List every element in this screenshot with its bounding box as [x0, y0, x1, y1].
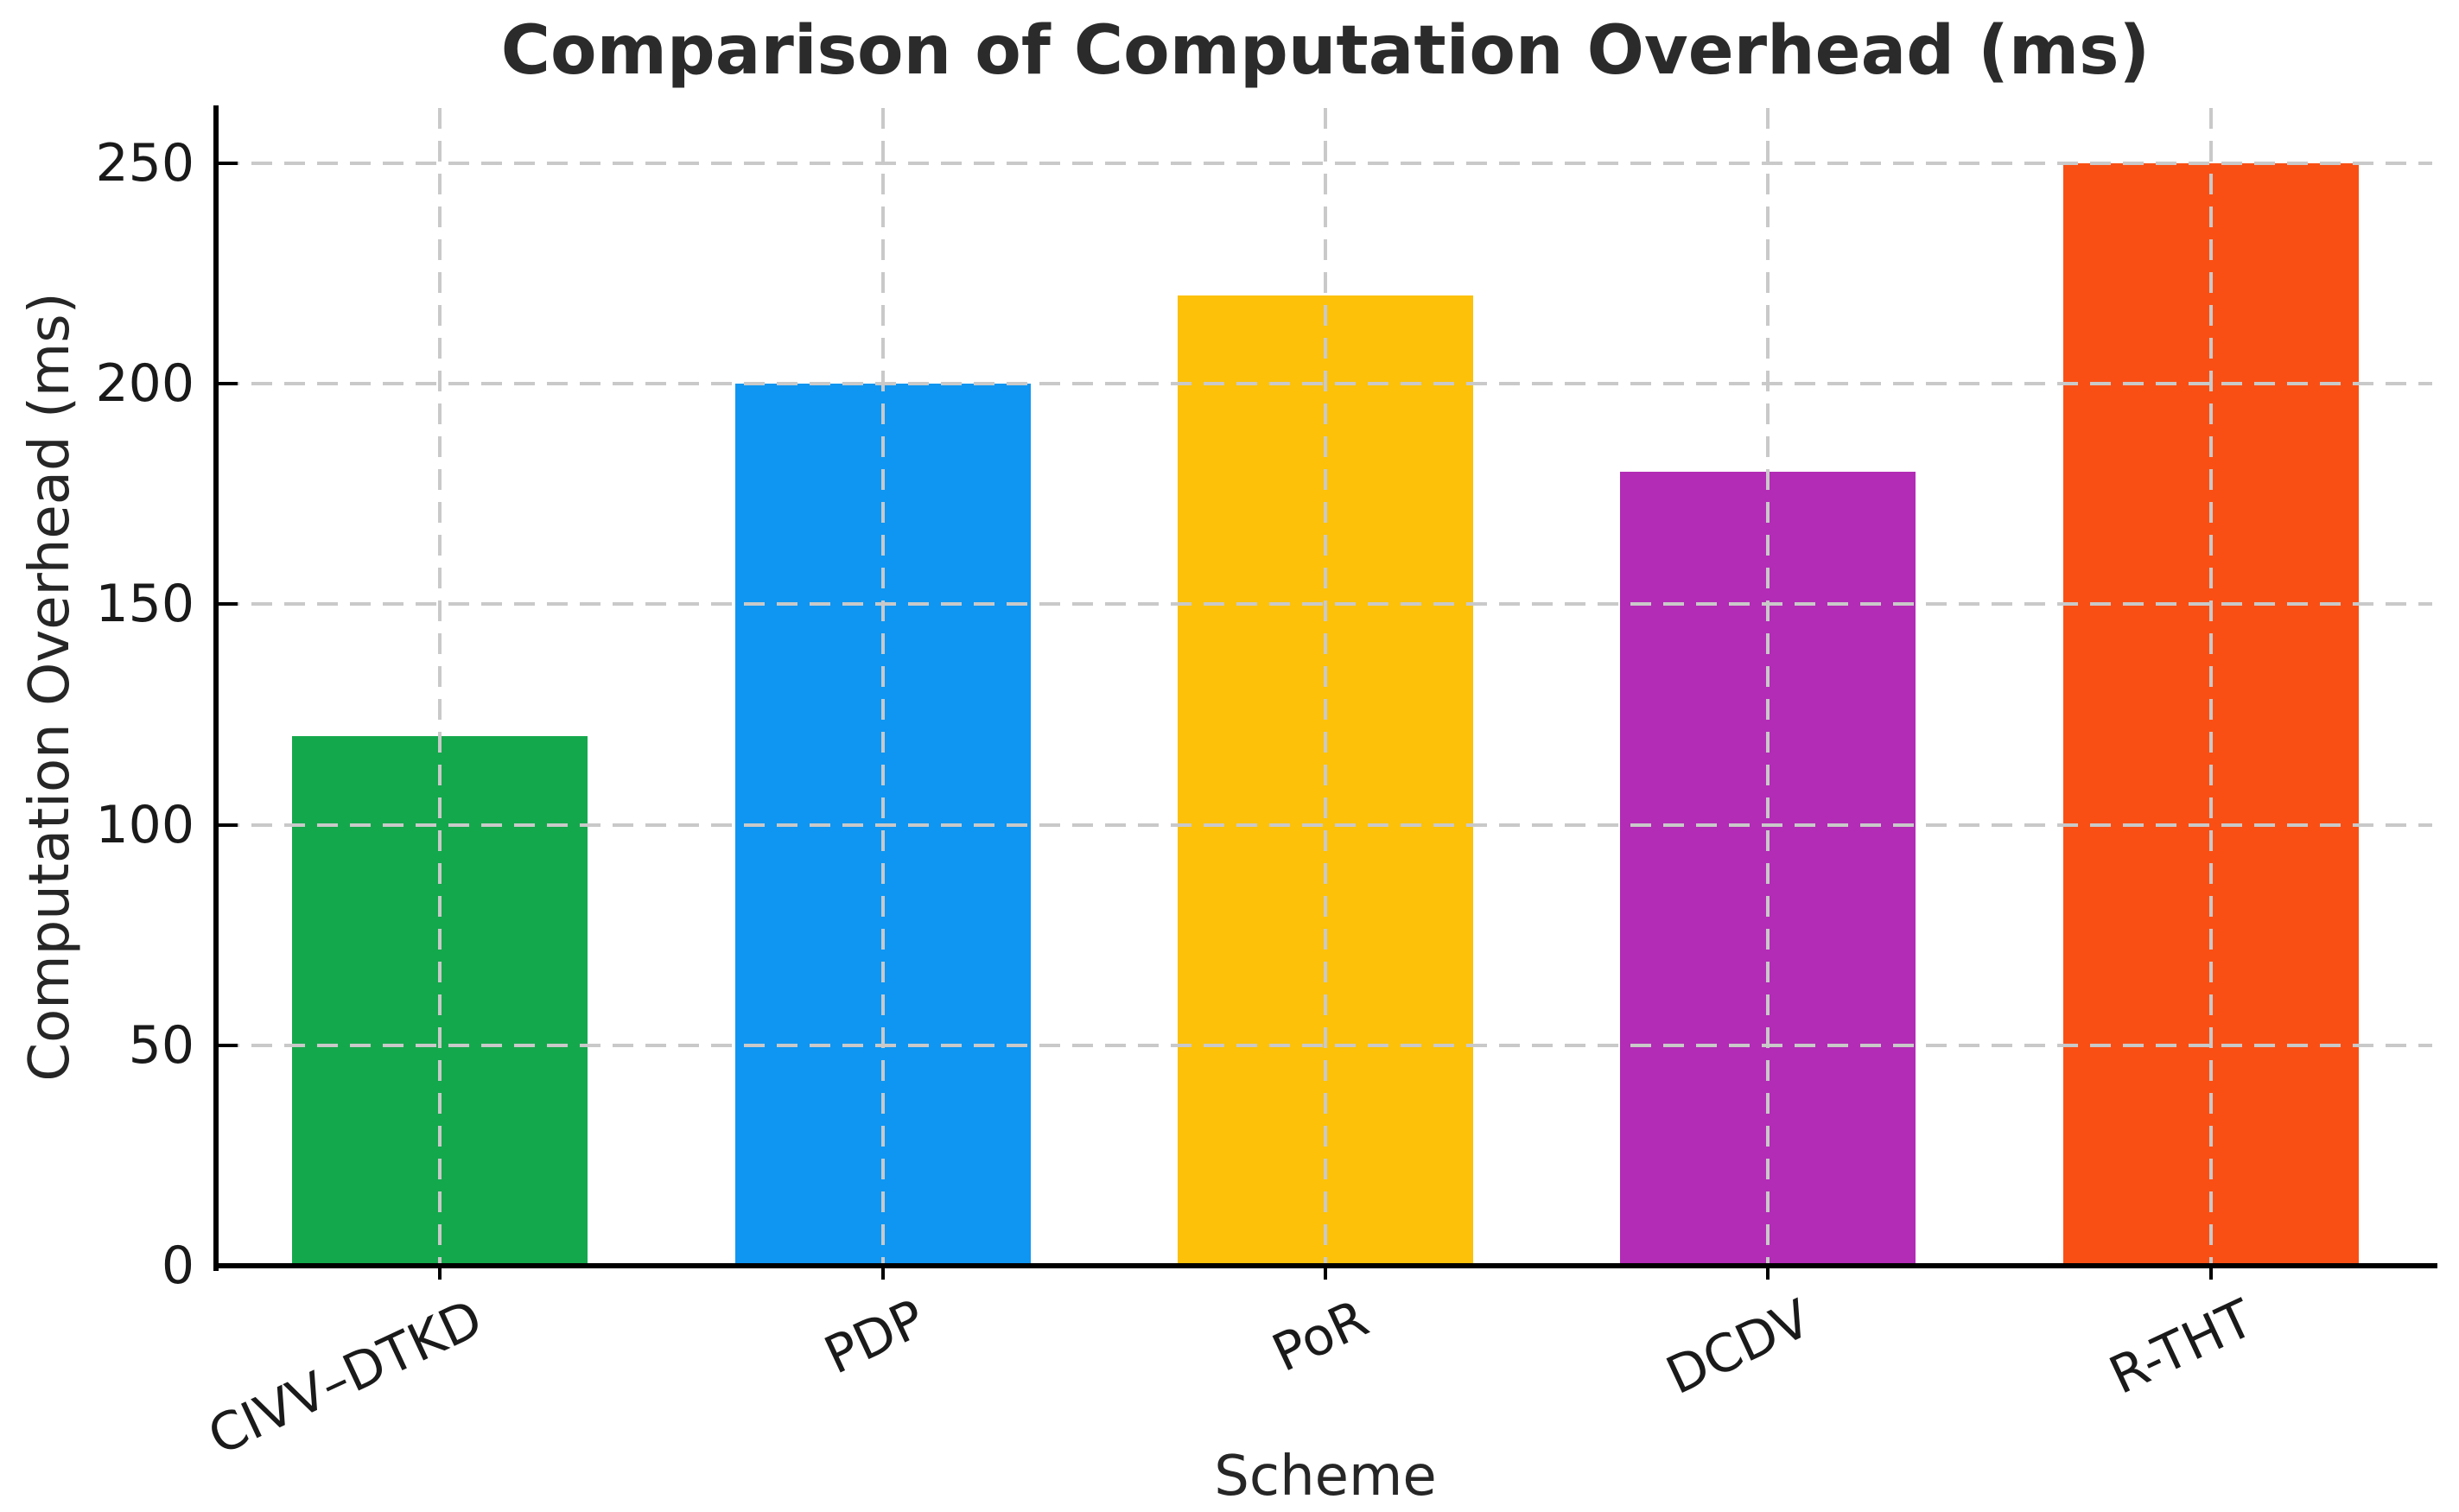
x-tick-pdp	[881, 1266, 885, 1280]
y-tick-50	[219, 1044, 238, 1047]
x-gridline-civv-dtkd	[438, 108, 442, 1266]
y-tick-label-150: 150	[95, 574, 194, 634]
x-gridline-pdp	[881, 108, 885, 1266]
y-tick-label-100: 100	[95, 795, 194, 855]
chart-title: Comparison of Computation Overhead (ms)	[500, 12, 2151, 90]
y-tick-200	[219, 382, 238, 385]
y-axis-spine	[213, 105, 219, 1271]
x-axis-spine	[213, 1263, 2437, 1268]
x-tick-label-dcdv: DCDV	[1657, 1288, 1820, 1407]
x-tick-label-pdp: PDP	[816, 1288, 935, 1387]
y-axis-label: Computation Overhead (ms)	[18, 292, 82, 1082]
y-tick-label-200: 200	[95, 353, 194, 414]
x-tick-r-tht	[2209, 1266, 2213, 1280]
x-tick-label-r-tht: R-THT	[2100, 1288, 2263, 1407]
x-gridline-dcdv	[1766, 108, 1770, 1266]
x-tick-label-civv-dtkd: CIVV–DTKD	[199, 1288, 492, 1468]
x-axis-label: Scheme	[1214, 1445, 1437, 1509]
x-tick-label-por: PoR	[1263, 1288, 1377, 1384]
x-tick-civv-dtkd	[438, 1266, 442, 1280]
x-gridline-r-tht	[2209, 108, 2213, 1266]
y-tick-100	[219, 823, 238, 827]
x-gridline-por	[1324, 108, 1327, 1266]
y-tick-label-250: 250	[95, 133, 194, 194]
y-tick-250	[219, 162, 238, 165]
y-tick-150	[219, 602, 238, 606]
x-tick-por	[1324, 1266, 1327, 1280]
x-tick-dcdv	[1766, 1266, 1770, 1280]
y-tick-label-0: 0	[161, 1236, 194, 1296]
y-tick-label-50: 50	[128, 1015, 194, 1076]
